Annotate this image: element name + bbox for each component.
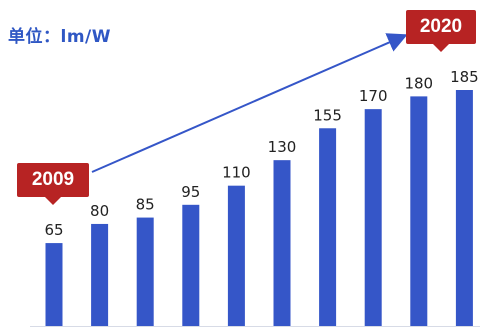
callout-start-year: 2009 bbox=[17, 163, 89, 205]
bar-2 bbox=[136, 217, 154, 326]
bar-value-label-4: 110 bbox=[222, 164, 251, 182]
bar-value-label-3: 95 bbox=[181, 183, 200, 201]
bar-value-label-5: 130 bbox=[268, 138, 297, 156]
bar-value-label-7: 170 bbox=[359, 87, 388, 105]
bar-5 bbox=[273, 160, 291, 326]
trend-arrow bbox=[91, 33, 408, 173]
bar-value-label-2: 85 bbox=[136, 196, 155, 214]
bar-3 bbox=[182, 204, 200, 326]
bar-value-label-1: 80 bbox=[90, 202, 109, 220]
bar-value-label-9: 185 bbox=[450, 68, 479, 86]
callout-end-year: 2020 bbox=[406, 10, 476, 52]
bar-value-label-6: 155 bbox=[313, 106, 342, 124]
bar-4 bbox=[227, 185, 245, 326]
bar-8 bbox=[410, 96, 428, 326]
unit-label: 单位：lm/W bbox=[8, 27, 112, 47]
bar-6 bbox=[319, 128, 337, 326]
bar-7 bbox=[364, 109, 382, 326]
bar-1 bbox=[91, 223, 109, 326]
bar-value-label-8: 180 bbox=[404, 74, 433, 92]
bar-0 bbox=[45, 243, 63, 326]
bar-value-label-0: 65 bbox=[44, 221, 63, 239]
bar-9 bbox=[455, 90, 473, 326]
